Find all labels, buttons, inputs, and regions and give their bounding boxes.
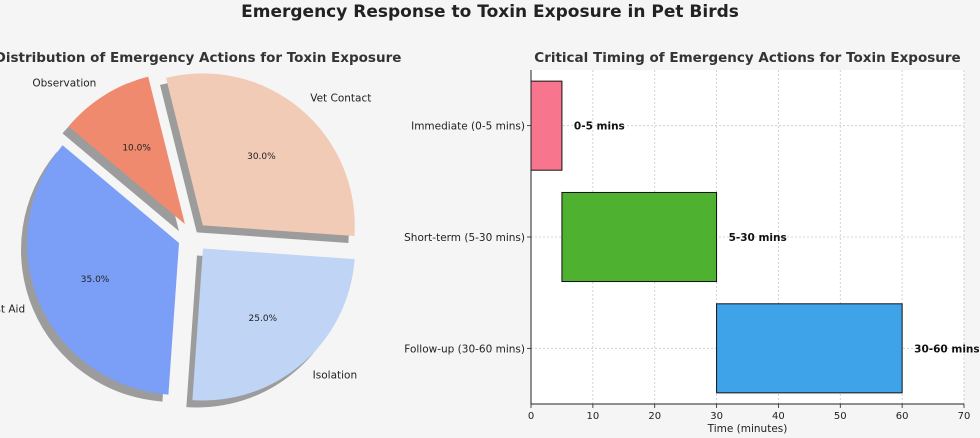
pie-category-label: Vet Contact [310,92,371,104]
x-tick-label: 40 [772,411,785,422]
bar-value-label: 30-60 mins [914,343,980,355]
timeline-bar-immediate-0-5-mins [530,80,563,171]
x-tick-label: 0 [528,411,534,422]
bar-chart-title: Critical Timing of Emergency Actions for… [534,50,960,66]
pie-pct-label: 10.0% [122,143,151,153]
pie-category-label: Isolation [313,370,357,382]
pie-pct-label: 30.0% [247,152,276,162]
figure-title: Emergency Response to Toxin Exposure in … [241,2,739,22]
x-axis-label: Time (minutes) [707,423,788,435]
bar-value-label: 5-30 mins [729,232,787,244]
x-tick-label: 70 [958,411,971,422]
pie-slice-first-aid [27,145,180,395]
timeline-bar-chart: Critical Timing of Emergency Actions for… [404,50,980,435]
x-tick-label: 60 [896,411,909,422]
pie-slice-isolation [192,248,355,401]
pie-slice-observation [68,76,185,225]
pie-category-label: First Aid [0,303,25,315]
y-tick-label: Immediate (0-5 mins) [411,121,525,133]
y-tick-label: Short-term (5-30 mins) [404,232,525,244]
timeline-bar-follow-up-30-60-mins [716,303,903,394]
pie-category-label: Observation [32,77,96,89]
y-tick-label: Follow-up (30-60 mins) [404,343,525,355]
x-tick-label: 50 [834,411,847,422]
x-tick-label: 30 [710,411,723,422]
pie-pct-label: 25.0% [249,314,278,324]
x-tick-label: 10 [586,411,599,422]
pie-pct-label: 35.0% [81,275,110,285]
bar-value-label: 0-5 mins [574,121,625,133]
pie-chart: Distribution of Emergency Actions for To… [0,50,401,408]
x-tick-label: 20 [648,411,661,422]
pie-title: Distribution of Emergency Actions for To… [0,50,401,66]
pie-slice-vet-contact [165,73,355,236]
timeline-bar-short-term-5-30-mins [561,191,718,283]
